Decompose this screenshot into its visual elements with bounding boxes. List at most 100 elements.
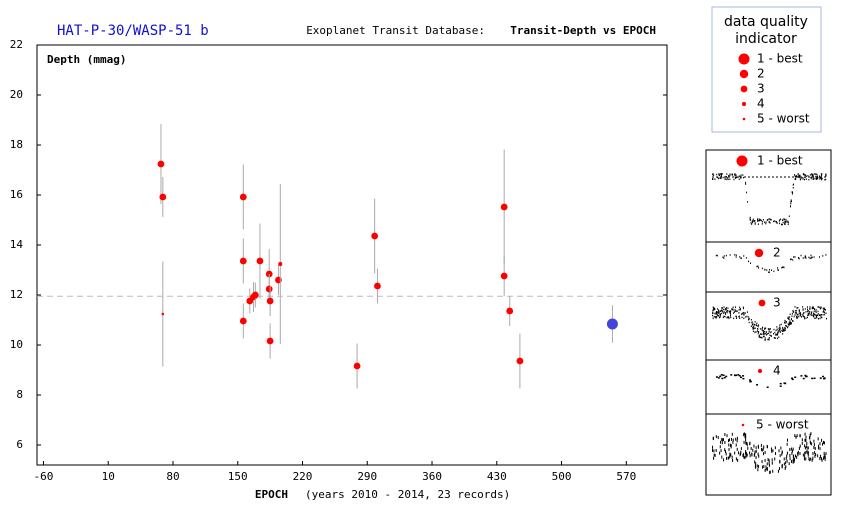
example-point: [786, 454, 788, 458]
example-point: [718, 315, 720, 317]
example-point: [720, 374, 723, 376]
example-point: [759, 218, 761, 221]
example-point: [752, 328, 754, 330]
example-point: [754, 321, 756, 323]
example-point: [767, 445, 769, 449]
example-point: [809, 433, 811, 437]
example-point: [817, 310, 819, 313]
example-point: [808, 436, 810, 440]
example-point: [818, 314, 820, 316]
example-point: [809, 306, 811, 308]
example-point: [717, 312, 719, 315]
example-point: [717, 308, 719, 310]
example-point: [787, 318, 789, 320]
example-point: [761, 448, 763, 452]
example-point: [757, 452, 759, 456]
legend-marker: [739, 69, 749, 79]
example-point: [824, 454, 826, 458]
example-point: [763, 333, 765, 335]
example-point: [742, 306, 744, 308]
example-point: [721, 173, 723, 176]
example-point: [723, 438, 725, 442]
example-point: [772, 449, 774, 453]
example-point: [794, 174, 796, 176]
example-point: [774, 446, 776, 450]
example-point: [761, 329, 763, 332]
example-point: [734, 173, 736, 175]
example-point: [715, 311, 717, 313]
example-point: [735, 256, 737, 258]
example-point: [727, 178, 729, 181]
example-point: [756, 265, 758, 268]
example-point: [764, 221, 766, 224]
example-point: [768, 337, 770, 339]
data-point: [500, 272, 508, 280]
example-point: [779, 385, 782, 387]
example-point: [805, 317, 807, 319]
example-point: [768, 338, 770, 340]
example-point: [713, 449, 715, 453]
example-point: [817, 313, 819, 315]
example-point: [738, 309, 740, 311]
example-point: [727, 316, 729, 318]
example-point: [815, 175, 817, 178]
example-point: [819, 317, 821, 320]
example-point: [739, 307, 741, 310]
example-point: [773, 220, 775, 223]
example-point: [813, 310, 815, 313]
example-point: [776, 328, 778, 331]
example-point: [789, 316, 791, 318]
example-point: [731, 432, 733, 436]
example-point: [816, 314, 818, 317]
example-point: [768, 330, 770, 333]
example-point: [774, 337, 776, 339]
example-point: [773, 337, 775, 339]
example-point: [783, 382, 786, 384]
example-point: [818, 176, 820, 178]
example-point: [805, 257, 807, 259]
example-point: [738, 175, 740, 177]
example-point: [728, 438, 730, 442]
example-point: [823, 308, 825, 310]
example-point: [798, 176, 800, 179]
data-point: [516, 357, 524, 365]
example-point: [783, 218, 785, 220]
example-point: [776, 221, 778, 223]
example-point: [723, 458, 725, 462]
example-point: [794, 457, 796, 461]
example-point: [713, 308, 715, 311]
example-point: [821, 177, 823, 180]
example-point: [779, 222, 781, 225]
example-point: [802, 306, 804, 308]
example-point: [712, 173, 714, 176]
example-point: [800, 313, 802, 316]
example-point: [810, 432, 812, 436]
example-point: [825, 452, 827, 456]
example-point: [781, 452, 783, 456]
example-point: [752, 221, 754, 224]
example-point: [738, 312, 740, 314]
example-point: [732, 440, 734, 444]
example-point: [814, 308, 816, 311]
data-point: [606, 318, 618, 330]
example-point: [792, 186, 794, 189]
example-panels: 1 - best 2 3 4 5 - worst: [705, 149, 832, 496]
example-point: [714, 308, 716, 311]
example-point: [799, 174, 801, 177]
example-point: [818, 256, 820, 258]
example-point: [792, 447, 794, 451]
example-point: [762, 452, 764, 456]
example-point: [755, 462, 757, 466]
example-point: [766, 462, 768, 466]
example-point: [819, 314, 821, 316]
example-point: [807, 312, 809, 315]
example-point: [719, 375, 722, 378]
y-tick-label: 20: [10, 88, 23, 101]
example-point: [805, 178, 807, 180]
example-point: [719, 310, 721, 312]
example-point: [754, 460, 756, 464]
example-point: [725, 307, 727, 309]
example-point: [782, 333, 784, 335]
example-point: [745, 316, 747, 318]
